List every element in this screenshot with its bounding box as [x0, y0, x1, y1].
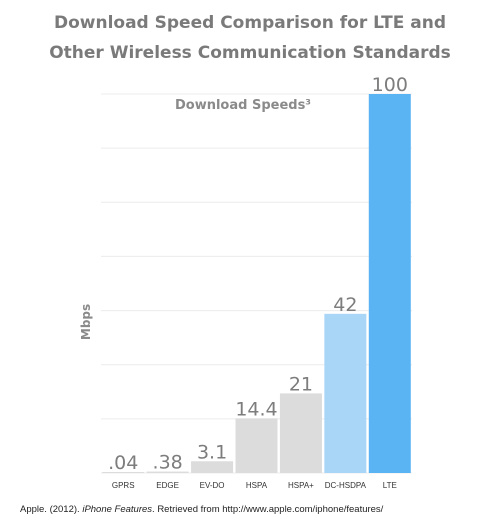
citation-title: iPhone Features — [82, 504, 153, 515]
x-tick-label: DC-HSDPA — [325, 481, 367, 490]
bar-gprs — [102, 472, 145, 473]
bar-hspa+ — [279, 393, 322, 473]
chart-subtitle: Download Speeds³ — [175, 98, 311, 113]
data-label: .04 — [108, 452, 138, 474]
data-label: 3.1 — [197, 441, 227, 463]
x-tick-label: EV-DO — [200, 481, 225, 490]
data-label: 21 — [289, 373, 313, 395]
x-tick-label: EDGE — [156, 481, 179, 490]
data-label: 42 — [333, 294, 357, 316]
x-tick-label: HSPA+ — [288, 481, 314, 490]
citation-suffix: . Retrieved from http://www.apple.com/ip… — [152, 504, 384, 515]
bar-ev-do — [191, 461, 234, 473]
bar-chart: Download Speeds³ Mbps .04 GPRS .38 EDGE 3.1 EV-… — [79, 74, 412, 490]
bar-dc-hsdpa — [324, 313, 367, 473]
bar-edge — [146, 471, 189, 473]
y-axis-label: Mbps — [79, 304, 93, 340]
data-label: .38 — [153, 452, 183, 474]
bar-lte — [368, 94, 411, 473]
chart-title-line-1: Download Speed Comparison for LTE and — [53, 13, 447, 33]
bar-hspa — [235, 418, 278, 473]
source-citation: Apple. (2012). iPhone Features. Retrieve… — [20, 504, 383, 515]
x-tick-label: LTE — [383, 481, 397, 490]
data-label: 100 — [372, 74, 408, 96]
data-label: 14.4 — [235, 398, 277, 420]
chart-title-line-2: Other Wireless Communication Standards — [49, 43, 451, 63]
x-tick-label: HSPA — [246, 481, 268, 490]
x-tick-label: GPRS — [112, 481, 135, 490]
citation-prefix: Apple. (2012). — [20, 504, 83, 515]
